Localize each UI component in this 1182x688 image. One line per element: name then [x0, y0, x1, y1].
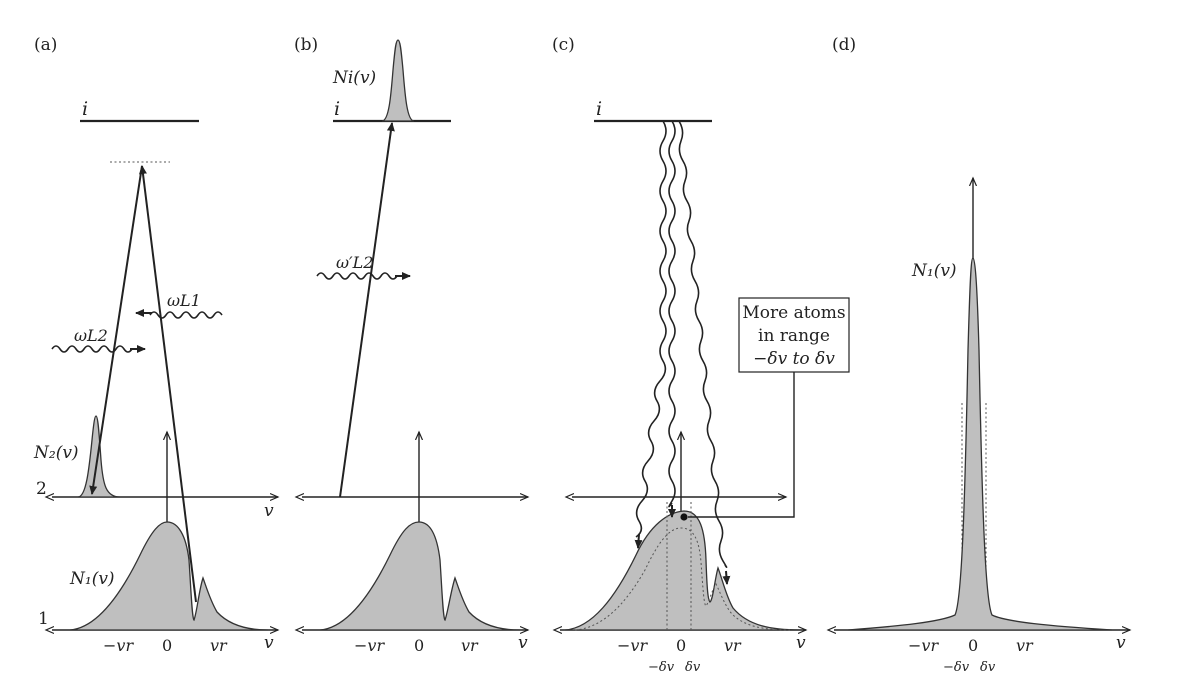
panel-b: (b) i Ni(v) ω′L2 −vr 0 vr v — [294, 35, 528, 655]
axis-v-label-lower: v — [518, 633, 528, 653]
wavy-photon-icon — [149, 311, 223, 319]
excitation-arrow — [339, 122, 395, 498]
Ni-distribution — [381, 39, 415, 122]
panel-c: (c) i −vr 0 vr v −δv δv More atoms in ra… — [552, 35, 850, 675]
annotation-line-3: −δv to δv — [753, 349, 835, 369]
tick-neg-vr: −vr — [908, 636, 939, 655]
arrow-head-icon — [634, 533, 643, 549]
axis-v-label: v — [264, 501, 274, 521]
tick-vr: vr — [1016, 636, 1034, 655]
N1-distribution — [319, 521, 521, 631]
tick-vr: vr — [210, 636, 228, 655]
panel-a: (a) i 2 v N₂(v) 1 N₁(v) −vr 0 vr v ωL1 ω… — [33, 35, 278, 655]
tick-vr: vr — [724, 636, 742, 655]
level-i-label: i — [82, 98, 88, 120]
panel-d: (d) N₁(v) −vr 0 vr v −δv δv — [832, 35, 1130, 675]
axis-v-label-lower: v — [264, 633, 274, 653]
tick-neg-vr: −vr — [354, 636, 385, 655]
laser-L1-label: ωL1 — [167, 291, 201, 310]
laser-L2-label: ωL2 — [74, 326, 108, 345]
tick-neg-vr: −vr — [617, 636, 648, 655]
tick-zero: 0 — [676, 636, 686, 655]
tick-neg-dv: −δv — [648, 660, 675, 675]
N1-final-distribution — [847, 257, 1113, 631]
level-2-label: 2 — [36, 479, 47, 499]
wavy-photon-icon — [635, 120, 667, 538]
tick-neg-dv: −δv — [943, 660, 970, 675]
tick-dv: δv — [980, 660, 996, 675]
N2-label: N₂(v) — [33, 443, 79, 463]
level-i-label: i — [334, 98, 340, 120]
stimulated-emission-arrow — [89, 165, 143, 495]
N1-label: N₁(v) — [911, 261, 957, 281]
annotation-leader — [688, 372, 795, 518]
N1-label: N₁(v) — [69, 569, 115, 589]
N1-distribution — [69, 521, 269, 631]
laser-L2-prime-label: ω′L2 — [336, 253, 373, 272]
N1-cooled-distribution — [564, 510, 801, 631]
arrow-head-icon — [722, 570, 731, 585]
annotation-line-2: in range — [758, 326, 830, 346]
axis-v-label: v — [1116, 633, 1126, 653]
tick-zero: 0 — [162, 636, 172, 655]
axis-v-label-lower: v — [796, 633, 806, 653]
tick-zero: 0 — [968, 636, 978, 655]
wavy-photon-icon — [316, 272, 398, 280]
panel-b-tag: (b) — [294, 35, 318, 55]
tick-vr: vr — [461, 636, 479, 655]
panel-d-tag: (d) — [832, 35, 856, 55]
level-i-label: i — [596, 98, 602, 120]
wavy-photon-icon — [668, 120, 676, 508]
tick-neg-vr: −vr — [103, 636, 134, 655]
tick-zero: 0 — [414, 636, 424, 655]
tick-dv: δv — [685, 660, 701, 675]
marker-dot — [680, 513, 688, 521]
excitation-arrow — [139, 165, 197, 603]
level-1-label: 1 — [38, 609, 49, 629]
N2-distribution — [77, 415, 121, 498]
panel-a-tag: (a) — [34, 35, 57, 55]
annotation-box — [738, 297, 850, 373]
original-distribution — [574, 527, 791, 631]
wavy-photon-icon — [678, 120, 728, 569]
Ni-label: Ni(v) — [332, 68, 376, 88]
wavy-photon-icon — [51, 345, 133, 353]
annotation-line-1: More atoms — [742, 303, 845, 323]
panel-c-tag: (c) — [552, 35, 575, 55]
